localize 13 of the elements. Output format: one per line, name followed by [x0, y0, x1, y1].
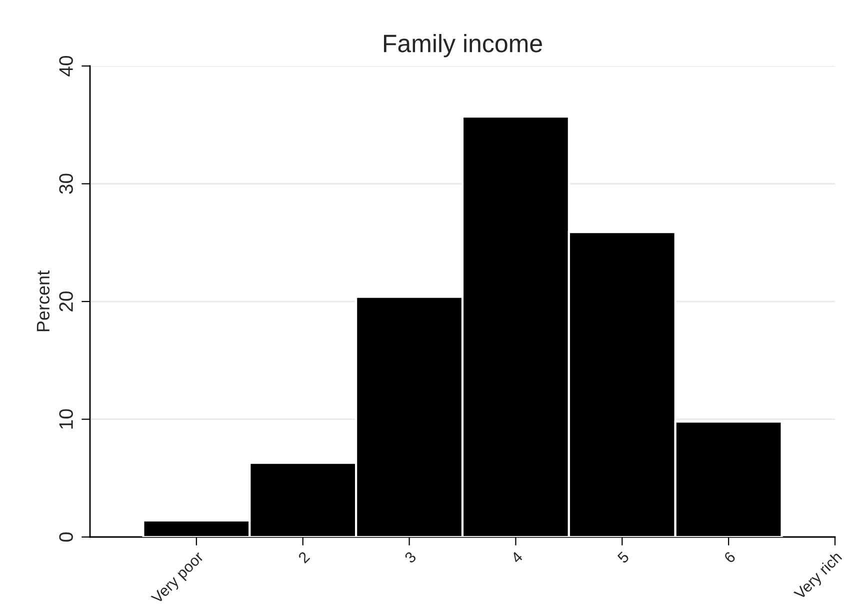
y-tick-label: 10: [59, 409, 73, 429]
x-tick-label: 2: [298, 551, 310, 564]
x-tick-label: 4: [510, 550, 524, 564]
y-tick-label: 20: [59, 291, 73, 312]
x-tick-label: 5: [616, 551, 630, 564]
chart-title: Family income: [384, 34, 542, 58]
x-tick-label: 3: [404, 550, 417, 564]
y-tick-label: 0: [59, 532, 73, 542]
y-axis-title: Percent: [36, 270, 50, 332]
y-tick-label: 40: [59, 56, 73, 76]
x-tick-label: Very rich: [793, 550, 844, 602]
y-tick-label: 30: [59, 174, 73, 194]
x-tick-label: 6: [723, 550, 736, 564]
